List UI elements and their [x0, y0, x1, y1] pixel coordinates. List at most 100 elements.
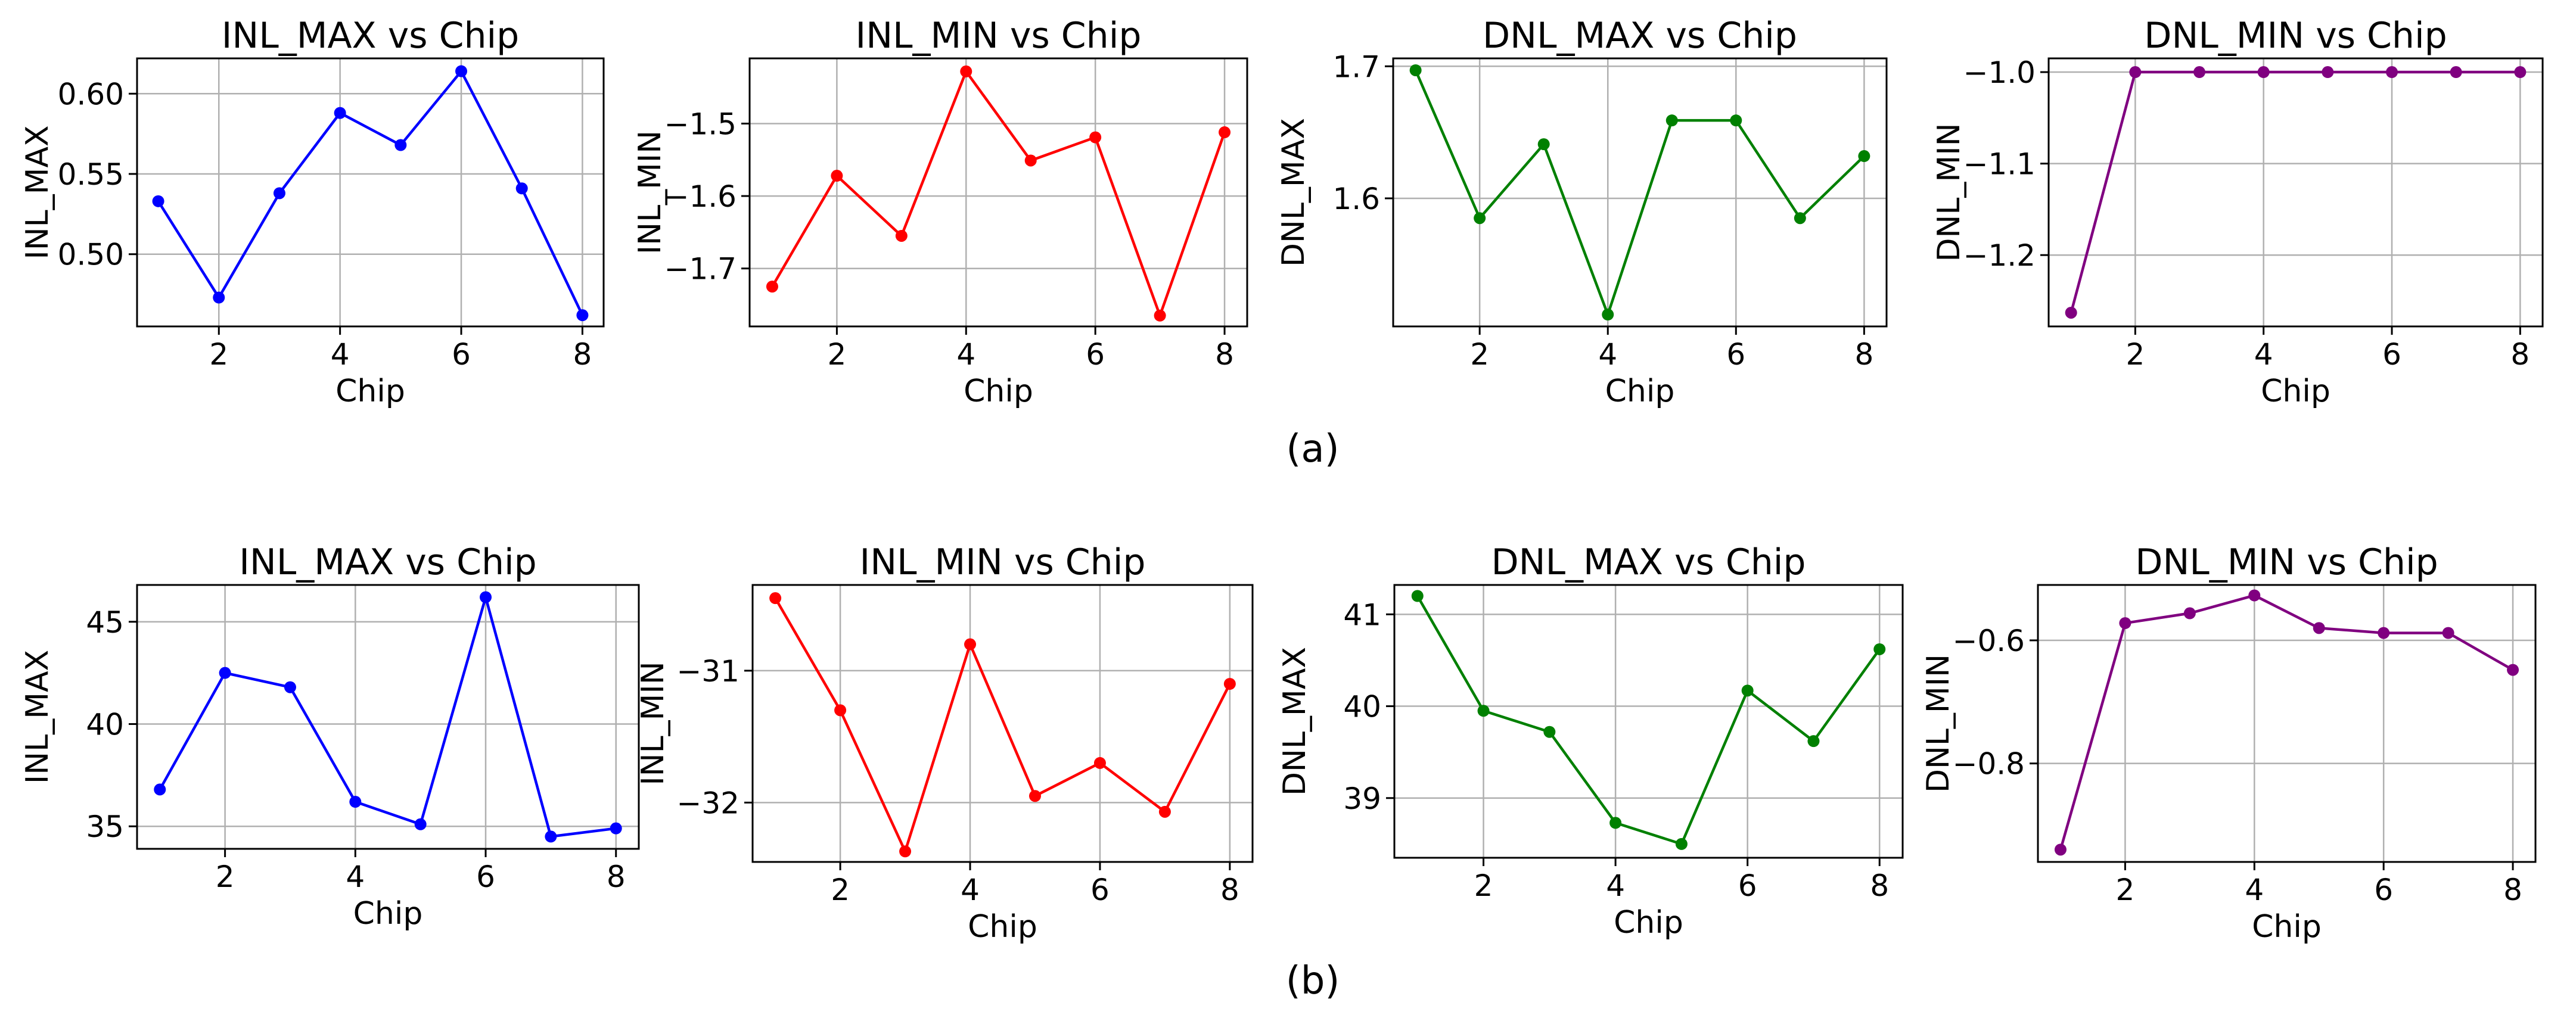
x-tick-label: 2 [827, 337, 846, 372]
data-point [1609, 817, 1622, 829]
data-point [152, 195, 164, 207]
data-point [334, 107, 346, 119]
data-point [1675, 838, 1688, 850]
x-tick-label: 2 [831, 873, 850, 907]
data-point [2442, 627, 2454, 639]
data-point [610, 822, 622, 835]
data-point [2065, 306, 2077, 319]
data-point [964, 638, 977, 650]
data-point [576, 309, 589, 322]
x-axis-label: Chip [968, 909, 1037, 945]
y-axis-label: DNL_MAX [1277, 647, 1313, 796]
chart-b1: 2 4 6 8 35 40 45 INL_MAX vs Chip Chip INL_MAX [20, 541, 640, 932]
data-point [1028, 790, 1041, 802]
y-tick-label: −31 [676, 654, 739, 689]
data-point [834, 704, 847, 717]
data-point [1543, 726, 1556, 738]
x-tick-label: 2 [1470, 337, 1489, 372]
x-tick-label: 4 [2245, 873, 2264, 907]
x-axis-label: Chip [1605, 373, 1675, 409]
chart-title: INL_MIN vs Chip [856, 15, 1142, 57]
y-axis-label: INL_MAX [20, 650, 55, 784]
chart-a4: 2 4 6 8 −1.2 −1.1 −1.0 DNL_MIN vs Chip Chip DNL_M… [1931, 15, 2544, 409]
plot-frame [1393, 584, 1904, 859]
series-line [2059, 594, 2514, 850]
data-point [831, 170, 843, 182]
data-point [213, 291, 225, 304]
plot-frame [748, 57, 1248, 328]
x-tick-label: 6 [1090, 873, 1110, 907]
data-point [1665, 114, 1678, 127]
x-tick-label: 4 [2254, 337, 2273, 372]
data-point [1474, 212, 1486, 225]
x-tick-label: 8 [573, 337, 592, 372]
series-line [157, 70, 584, 316]
data-point [284, 681, 296, 693]
x-tick-label: 4 [1598, 337, 1617, 372]
data-point [2450, 66, 2462, 79]
data-point [1477, 705, 1490, 717]
data-point [2313, 622, 2325, 634]
data-point [219, 667, 231, 679]
data-point [2322, 66, 2334, 79]
plot-frame [136, 57, 605, 328]
x-tick-label: 6 [2374, 873, 2393, 907]
data-point [769, 592, 782, 605]
data-point [1807, 735, 1820, 748]
x-axis-label: Chip [353, 896, 423, 932]
x-tick-label: 8 [1215, 337, 1234, 372]
chart-a2: 2 4 6 8 −1.7 −1.6 −1.5 INL_MIN vs Chip Chip INL_M… [632, 15, 1248, 409]
data-point [1024, 154, 1037, 167]
data-point [1873, 643, 1886, 655]
data-point [2193, 66, 2206, 79]
data-point [1223, 678, 1236, 690]
x-tick-label: 2 [216, 860, 235, 894]
x-tick-label: 2 [209, 337, 228, 372]
charts-container: 2 4 6 8 0.50 0.55 0.60 INL_MAX vs Chip Chip INL_M… [20, 15, 2544, 945]
chart-a3: 2 4 6 8 1.6 1.7 DNL_MAX vs Chip Chip DNL_MAX [1276, 15, 1888, 409]
y-tick-label: −0.6 [1953, 624, 2025, 658]
data-point [154, 783, 166, 796]
data-point [480, 591, 492, 603]
y-tick-label: 1.7 [1332, 49, 1380, 84]
y-tick-label: 0.55 [58, 157, 124, 192]
data-point [766, 281, 778, 293]
y-axis-label: DNL_MIN [1931, 123, 1967, 261]
x-tick-label: 6 [1086, 337, 1105, 372]
y-tick-label: −1.5 [664, 107, 737, 141]
data-point [2183, 607, 2196, 619]
data-point [1602, 309, 1614, 321]
x-axis-label: Chip [964, 373, 1033, 409]
data-point [414, 818, 427, 830]
y-tick-label: 45 [86, 605, 124, 640]
x-tick-label: 4 [961, 873, 980, 907]
data-point [1089, 131, 1102, 144]
x-tick-label: 2 [2126, 337, 2145, 372]
x-tick-label: 6 [1738, 868, 1757, 903]
x-tick-label: 4 [346, 860, 365, 894]
y-tick-label: −1.0 [1963, 55, 2036, 90]
series-line [1414, 70, 1865, 316]
caption-b: (b) [1286, 959, 1340, 1003]
y-tick-label: −32 [676, 786, 739, 820]
x-axis-label: Chip [2252, 909, 2322, 945]
y-tick-label: 39 [1343, 782, 1381, 816]
y-tick-label: 0.60 [58, 77, 124, 111]
data-point [1158, 805, 1171, 818]
y-tick-label: 41 [1343, 597, 1381, 632]
chart-title: DNL_MAX vs Chip [1483, 15, 1797, 57]
data-point [1093, 757, 1106, 769]
data-point [273, 187, 285, 200]
y-tick-label: −0.8 [1953, 747, 2025, 782]
x-axis-label: Chip [2261, 373, 2330, 409]
x-tick-label: 2 [2115, 873, 2134, 907]
x-tick-label: 6 [1726, 337, 1745, 372]
plot-frame [1392, 57, 1888, 328]
data-point [455, 65, 468, 77]
x-axis-label: Chip [335, 373, 405, 409]
x-axis-label: Chip [1614, 905, 1683, 941]
y-tick-label: 0.50 [58, 238, 124, 272]
series-line [774, 597, 1231, 853]
chart-title: DNL_MAX vs Chip [1491, 541, 1806, 583]
x-tick-label: 8 [1854, 337, 1873, 372]
